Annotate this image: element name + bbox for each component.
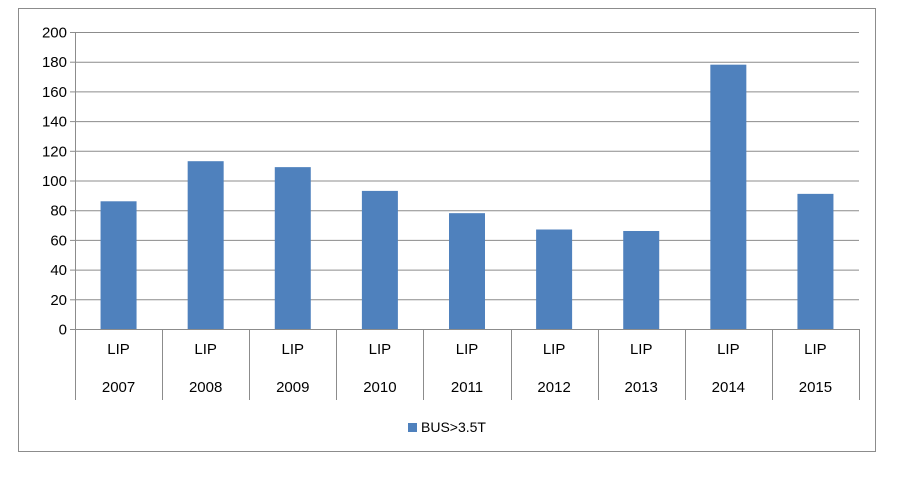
bars (100, 64, 834, 330)
chart-frame: 0 20 40 60 80 100 120 140 160 180 200 LIP 2007 LIP 20… (18, 8, 876, 452)
bar-2010 (361, 190, 398, 329)
y-axis-tick-labels: 0 20 40 60 80 100 120 140 160 180 200 (42, 25, 67, 339)
y-tick-label: 140 (42, 114, 67, 131)
bar-2012 (536, 229, 573, 329)
x-year-label: 2013 (625, 379, 658, 396)
y-tick-label: 200 (42, 25, 67, 42)
x-year-label: 2007 (102, 379, 135, 396)
x-category-label: LIP (456, 341, 479, 358)
x-year-label: 2012 (537, 379, 570, 396)
x-axis-category-labels: LIP 2007 LIP 2008 LIP 2009 LIP 2010 LIP 2011 LIP 20… (102, 341, 832, 396)
bar-2015 (797, 193, 834, 329)
axes (70, 32, 860, 400)
x-year-label: 2008 (189, 379, 222, 396)
y-tick-label: 120 (42, 143, 67, 160)
x-year-label: 2009 (276, 379, 309, 396)
x-category-label: LIP (369, 341, 392, 358)
y-tick-label: 0 (59, 322, 67, 339)
legend: BUS>3.5T (408, 419, 486, 435)
bar-2014 (710, 64, 747, 330)
y-tick-label: 180 (42, 54, 67, 71)
x-category-label: LIP (107, 341, 130, 358)
x-category-label: LIP (282, 341, 305, 358)
x-year-label: 2010 (363, 379, 396, 396)
legend-label: BUS>3.5T (421, 419, 486, 435)
bar-2013 (623, 230, 660, 329)
y-tick-label: 40 (50, 262, 67, 279)
bar-2009 (274, 167, 311, 329)
y-tick-label: 20 (50, 292, 67, 309)
x-category-label: LIP (717, 341, 740, 358)
legend-swatch (408, 423, 417, 432)
y-tick-label: 100 (42, 173, 67, 190)
y-tick-label: 160 (42, 84, 67, 101)
y-tick-label: 60 (50, 232, 67, 249)
x-category-label: LIP (543, 341, 566, 358)
x-category-label: LIP (630, 341, 653, 358)
x-category-label: LIP (194, 341, 217, 358)
bar-2007 (100, 201, 137, 329)
bar-2008 (187, 161, 224, 329)
x-year-label: 2014 (712, 379, 745, 396)
x-year-label: 2015 (799, 379, 832, 396)
x-category-label: LIP (804, 341, 827, 358)
bar-2011 (449, 213, 485, 329)
bar-chart: 0 20 40 60 80 100 120 140 160 180 200 LIP 2007 LIP 20… (42, 25, 860, 435)
y-tick-label: 80 (50, 203, 67, 220)
x-year-label: 2011 (451, 379, 483, 396)
